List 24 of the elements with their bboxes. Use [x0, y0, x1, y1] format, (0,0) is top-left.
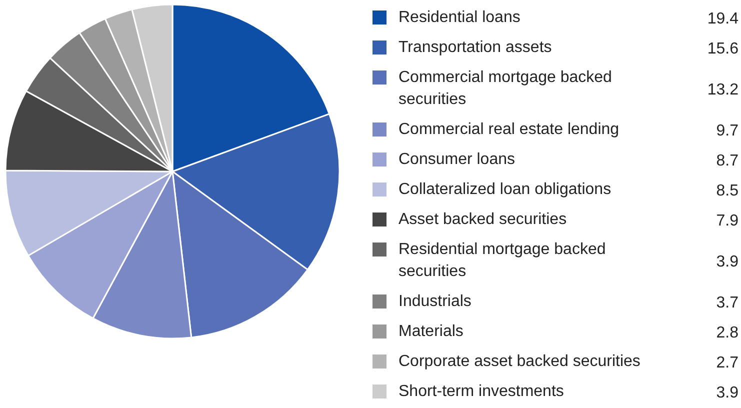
data-label: 8.7	[716, 152, 739, 170]
legend-label: Transportation assets	[398, 39, 552, 56]
legend-label: Materials	[398, 323, 464, 340]
data-label: 3.9	[716, 254, 739, 270]
legend-label: Collateralized loan obligations	[398, 181, 612, 198]
legend-label: Corporate asset backed securities	[398, 353, 640, 370]
legend-label: Consumer loans	[398, 151, 515, 168]
legend-label: Commercial real estate lending	[398, 121, 620, 138]
data-label: 13.2	[707, 82, 739, 98]
legend-label: Industrials	[398, 293, 472, 310]
data-label: 3.7	[716, 294, 739, 312]
legend-label: Residential mortgage backed securities	[398, 241, 606, 280]
data-label: 19.4	[707, 10, 739, 28]
legend-label: Short-term investments	[398, 383, 564, 400]
legend-label: Asset backed securities	[398, 211, 567, 228]
data-label: 9.7	[716, 122, 739, 140]
legend-label: Commercial mortgage backed securities	[398, 69, 612, 108]
data-label: 15.6	[707, 40, 739, 58]
data-label: 7.9	[716, 212, 739, 230]
legend-label: Residential loans	[398, 9, 520, 26]
data-label: 2.7	[716, 354, 739, 372]
data-label: 8.5	[716, 182, 739, 200]
data-label: 2.8	[716, 324, 739, 342]
data-label: 3.9	[716, 384, 739, 402]
